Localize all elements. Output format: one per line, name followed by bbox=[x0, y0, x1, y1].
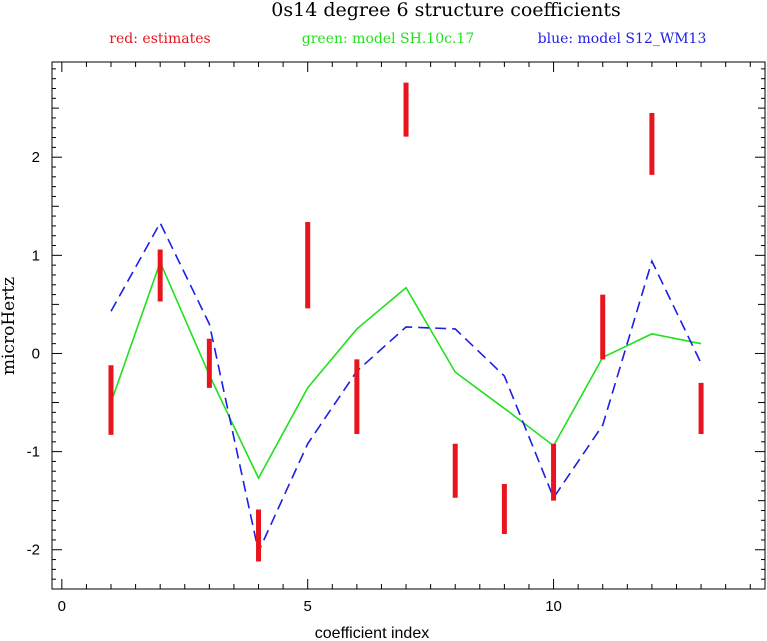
x-tick-label: 0 bbox=[58, 598, 66, 615]
series-line bbox=[110, 221, 702, 555]
x-tick-label: 10 bbox=[545, 598, 562, 615]
axis-ticks: 0 5 10 -2 -1 0 1 2 bbox=[27, 62, 765, 615]
y-tick-label: -1 bbox=[27, 444, 40, 461]
legend-model-sh10c17: green: model SH.10c.17 bbox=[302, 31, 474, 47]
chart-title: 0s14 degree 6 structure coefficients bbox=[271, 0, 620, 21]
chart-marks bbox=[108, 82, 704, 562]
y-tick-label: 0 bbox=[32, 345, 40, 362]
y-tick-label: -2 bbox=[27, 542, 40, 559]
legend-estimates: red: estimates bbox=[109, 31, 210, 47]
x-axis-label: coefficient index bbox=[315, 625, 429, 641]
y-axis-label: microHertz bbox=[0, 277, 19, 375]
x-tick-label: 5 bbox=[304, 598, 312, 615]
y-tick-label: 1 bbox=[32, 247, 40, 264]
legend-model-s12wm13: blue: model S12_WM13 bbox=[538, 31, 707, 47]
plot-frame bbox=[51, 61, 766, 590]
y-tick-label: 2 bbox=[32, 149, 40, 166]
series-line bbox=[110, 260, 702, 480]
